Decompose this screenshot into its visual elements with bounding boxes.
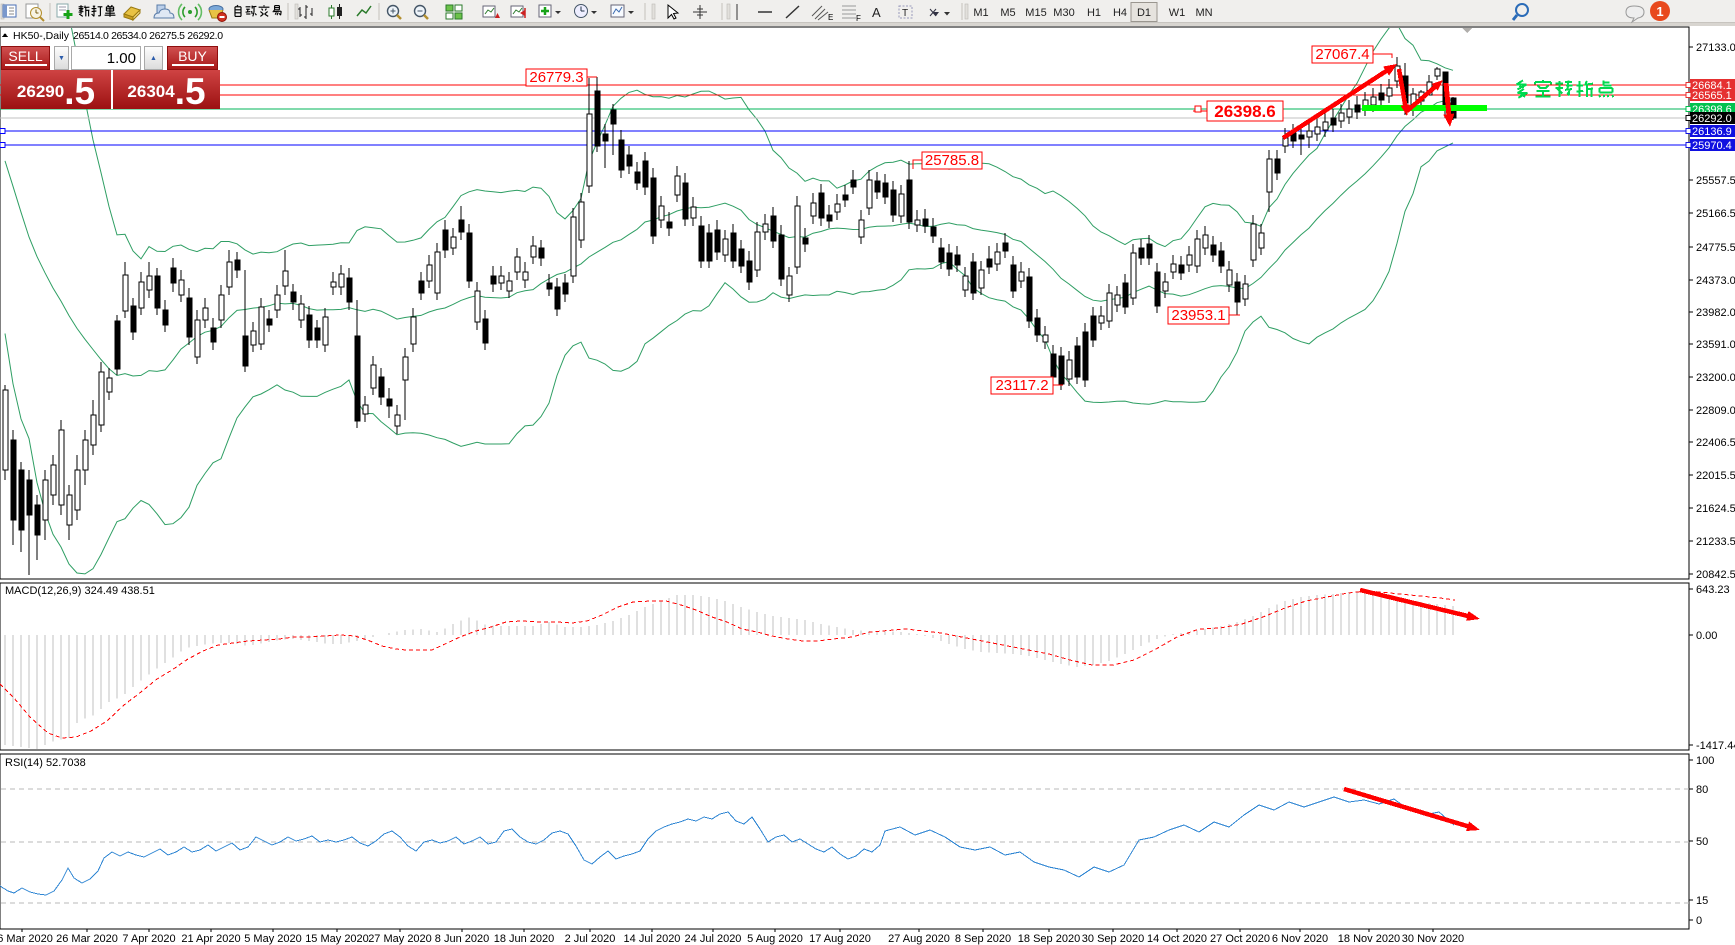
svg-text:30 Nov 2020: 30 Nov 2020 [1402, 933, 1464, 945]
svg-text:26565.1: 26565.1 [1692, 90, 1732, 102]
svg-text:643.23: 643.23 [1696, 584, 1730, 596]
svg-text:-1417.44: -1417.44 [1696, 740, 1735, 752]
svg-text:24373.0: 24373.0 [1696, 275, 1735, 287]
svg-text:M15: M15 [1025, 7, 1046, 19]
svg-text:17 Aug 2020: 17 Aug 2020 [809, 933, 871, 945]
svg-text:26398.6: 26398.6 [1214, 102, 1275, 121]
svg-text:22809.0: 22809.0 [1696, 405, 1735, 417]
svg-text:14 Jul 2020: 14 Jul 2020 [624, 933, 681, 945]
svg-text:1: 1 [1656, 4, 1663, 19]
svg-text:26779.3: 26779.3 [529, 69, 583, 86]
svg-text:MACD(12,26,9) 324.49 438.51: MACD(12,26,9) 324.49 438.51 [5, 585, 155, 597]
svg-text:27 May 2020: 27 May 2020 [368, 933, 432, 945]
svg-text:18 Sep 2020: 18 Sep 2020 [1018, 933, 1080, 945]
svg-text:21624.5: 21624.5 [1696, 503, 1735, 515]
svg-text:26292.0: 26292.0 [1692, 113, 1732, 125]
svg-text:22015.5: 22015.5 [1696, 470, 1735, 482]
svg-text:8 Jun 2020: 8 Jun 2020 [435, 933, 489, 945]
svg-text:A: A [872, 5, 881, 20]
svg-text:M5: M5 [1000, 7, 1015, 19]
svg-text:0: 0 [1696, 915, 1702, 927]
svg-text:14 Oct 2020: 14 Oct 2020 [1147, 933, 1207, 945]
svg-text:5 Aug 2020: 5 Aug 2020 [747, 933, 803, 945]
svg-text:27 Oct 2020: 27 Oct 2020 [1210, 933, 1270, 945]
svg-text:24 Jul 2020: 24 Jul 2020 [685, 933, 742, 945]
svg-text:HK50-,Daily: HK50-,Daily [13, 30, 70, 42]
svg-text:T: T [902, 8, 908, 19]
svg-text:25970.4: 25970.4 [1692, 140, 1732, 152]
svg-text:0.00: 0.00 [1696, 630, 1717, 642]
svg-text:24775.5: 24775.5 [1696, 242, 1735, 254]
svg-text:E: E [828, 13, 833, 22]
svg-text:RSI(14) 52.7038: RSI(14) 52.7038 [5, 757, 86, 769]
svg-text:H4: H4 [1113, 7, 1127, 19]
svg-text:18 Jun 2020: 18 Jun 2020 [494, 933, 555, 945]
svg-text:15 May 2020: 15 May 2020 [305, 933, 369, 945]
svg-text:23200.0: 23200.0 [1696, 372, 1735, 384]
svg-text:5 May 2020: 5 May 2020 [244, 933, 301, 945]
svg-text:18 Nov 2020: 18 Nov 2020 [1338, 933, 1400, 945]
svg-text:27 Aug 2020: 27 Aug 2020 [888, 933, 950, 945]
svg-text:W1: W1 [1169, 7, 1186, 19]
svg-text:26 Mar 2020: 26 Mar 2020 [56, 933, 118, 945]
svg-text:20842.5: 20842.5 [1696, 569, 1735, 581]
svg-text:21 Apr 2020: 21 Apr 2020 [181, 933, 240, 945]
svg-text:23982.0: 23982.0 [1696, 307, 1735, 319]
svg-text:23591.0: 23591.0 [1696, 339, 1735, 351]
svg-text:H1: H1 [1087, 7, 1101, 19]
svg-text:15: 15 [1696, 895, 1708, 907]
svg-text:2 Jul 2020: 2 Jul 2020 [565, 933, 616, 945]
svg-text:27067.4: 27067.4 [1315, 46, 1369, 63]
svg-text:F: F [856, 14, 861, 23]
svg-text:100: 100 [1696, 755, 1714, 767]
svg-text:7 Apr 2020: 7 Apr 2020 [122, 933, 175, 945]
svg-text:25166.5: 25166.5 [1696, 208, 1735, 220]
svg-text:80: 80 [1696, 784, 1708, 796]
svg-text:30 Sep 2020: 30 Sep 2020 [1082, 933, 1144, 945]
svg-text:M30: M30 [1053, 7, 1074, 19]
svg-text:25785.8: 25785.8 [925, 152, 979, 169]
svg-text:21233.5: 21233.5 [1696, 536, 1735, 548]
svg-text:8 Sep 2020: 8 Sep 2020 [955, 933, 1011, 945]
svg-text:MN: MN [1195, 7, 1212, 19]
svg-text:23953.1: 23953.1 [1171, 307, 1225, 324]
svg-text:25557.5: 25557.5 [1696, 175, 1735, 187]
svg-text:6 Nov 2020: 6 Nov 2020 [1272, 933, 1328, 945]
svg-text:M1: M1 [973, 7, 988, 19]
svg-text:D1: D1 [1137, 7, 1151, 19]
svg-text:22406.5: 22406.5 [1696, 437, 1735, 449]
svg-text:26514.0 26534.0 26275.5 26292.: 26514.0 26534.0 26275.5 26292.0 [73, 30, 223, 42]
svg-text:16 Mar 2020: 16 Mar 2020 [0, 933, 53, 945]
svg-text:27133.0: 27133.0 [1696, 42, 1735, 54]
svg-text:50: 50 [1696, 836, 1708, 848]
svg-text:26136.9: 26136.9 [1692, 126, 1732, 138]
svg-text:23117.2: 23117.2 [995, 377, 1048, 394]
